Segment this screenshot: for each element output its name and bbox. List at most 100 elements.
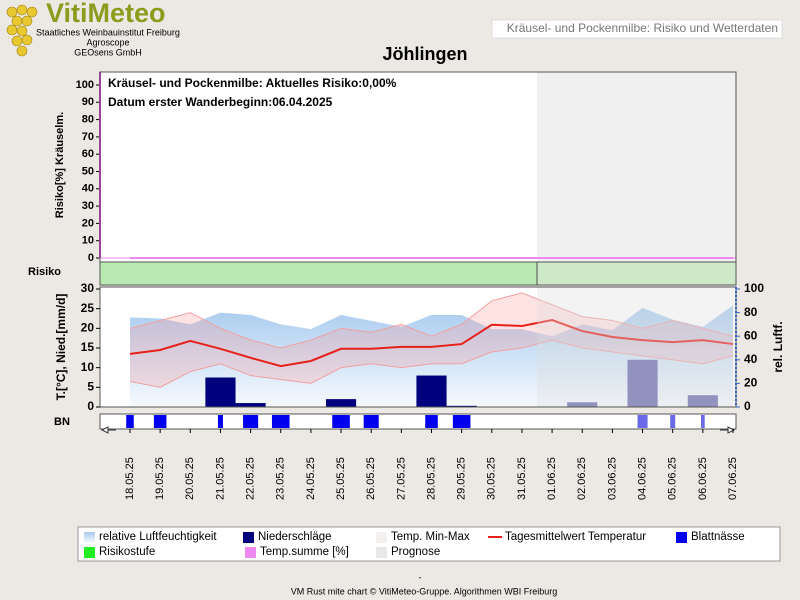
scroll-right bbox=[720, 426, 736, 434]
leaf-wetness bbox=[153, 415, 167, 428]
y-tick-label: 0 bbox=[87, 399, 94, 413]
legend-swatch bbox=[243, 532, 254, 543]
legend-label: Risikostufe bbox=[99, 546, 155, 558]
leaf-wetness bbox=[271, 415, 290, 428]
x-tick-label: 23.05.25 bbox=[275, 457, 287, 500]
y-tick-label: 15 bbox=[81, 340, 95, 354]
legend-swatch bbox=[245, 547, 256, 558]
x-tick-label: 30.05.25 bbox=[486, 457, 498, 500]
banner: Kräusel- und Pockenmilbe: Risiko und Wet… bbox=[507, 21, 778, 35]
legend-label: Tagesmittelwert Temperatur bbox=[505, 531, 646, 543]
leaf-wetness bbox=[126, 415, 134, 428]
legend-label: Temp.summe [%] bbox=[260, 546, 349, 558]
precip-bar bbox=[446, 405, 477, 407]
y-tick-label: 40 bbox=[82, 183, 94, 195]
y2-tick-label: 60 bbox=[744, 328, 758, 342]
y-tick-label: 70 bbox=[82, 131, 94, 143]
legend-box bbox=[77, 526, 781, 562]
y-tick-label: 30 bbox=[82, 200, 94, 212]
annotation: Datum erster Wanderbeginn:06.04.2025 bbox=[108, 95, 333, 109]
legend-label: Temp. Min-Max bbox=[391, 531, 470, 543]
precip-bar bbox=[687, 395, 718, 407]
precip-bar bbox=[325, 399, 357, 407]
legend-label: Niederschläge bbox=[258, 531, 332, 543]
leaf-wetness bbox=[425, 415, 438, 428]
y2-tick-label: 20 bbox=[744, 376, 758, 390]
legend-label: Blattnässe bbox=[691, 531, 745, 543]
y-axis-label: Risiko[%] Kräuselm. bbox=[54, 112, 66, 218]
institution: Staatliches Weinbauinstitut Freiburg bbox=[36, 27, 180, 37]
y-tick-label: 60 bbox=[82, 148, 94, 160]
x-tick-label: 18.05.25 bbox=[124, 457, 136, 500]
precip-bar bbox=[567, 402, 598, 407]
legend-swatch bbox=[676, 532, 687, 543]
y2-tick-label: 100 bbox=[744, 281, 764, 295]
x-tick-label: 05.06.25 bbox=[667, 457, 679, 500]
y-tick-label: 20 bbox=[82, 217, 94, 229]
x-tick-label: 06.06.25 bbox=[697, 457, 709, 500]
y-tick-label: 30 bbox=[81, 281, 95, 295]
precip-bar bbox=[627, 359, 658, 407]
legend-swatch bbox=[84, 547, 95, 558]
x-tick-label: 01.06.25 bbox=[546, 457, 558, 500]
precip-bar bbox=[235, 403, 266, 407]
y-tick-label: 10 bbox=[82, 235, 94, 247]
leaf-wetness bbox=[670, 415, 676, 428]
legend-label: relative Luftfeuchtigkeit bbox=[99, 531, 217, 543]
bn-label: BN bbox=[54, 416, 70, 428]
x-tick-label: 07.06.25 bbox=[727, 457, 739, 500]
leaf-wetness bbox=[363, 415, 379, 428]
y-tick-label: 10 bbox=[81, 360, 95, 374]
leaf-wetness bbox=[332, 415, 350, 428]
scroll-left bbox=[100, 426, 116, 434]
x-tick-label: 26.05.25 bbox=[365, 457, 377, 500]
x-tick-label: 27.05.25 bbox=[395, 457, 407, 500]
y-tick-label: 5 bbox=[87, 380, 94, 394]
y-tick-label: 80 bbox=[82, 113, 94, 125]
y2-tick-label: 0 bbox=[744, 399, 751, 413]
precip-bar bbox=[416, 375, 447, 407]
leaf-wetness bbox=[217, 415, 223, 428]
forecast-area bbox=[537, 72, 736, 262]
y2-axis-label: rel. Luftf. bbox=[771, 321, 785, 372]
leaf-wetness bbox=[243, 415, 259, 428]
y-tick-label: 0 bbox=[88, 252, 94, 264]
x-tick-label: 31.05.25 bbox=[516, 457, 528, 500]
legend-swatch bbox=[84, 532, 95, 543]
x-tick-label: 29.05.25 bbox=[456, 457, 468, 500]
footer-mark: - bbox=[419, 572, 422, 582]
x-tick-label: 03.06.25 bbox=[606, 457, 618, 500]
institution: GEOsens GmbH bbox=[74, 47, 142, 57]
band-label: Risiko bbox=[28, 266, 61, 278]
legend-swatch bbox=[376, 547, 387, 558]
leaf-wetness bbox=[452, 415, 471, 428]
y2-tick-label: 40 bbox=[744, 352, 758, 366]
risk-band-forecast bbox=[536, 261, 737, 286]
bn-row bbox=[99, 413, 737, 430]
x-tick-label: 19.05.25 bbox=[154, 457, 166, 500]
x-tick-label: 22.05.25 bbox=[245, 457, 257, 500]
annotation: Kräusel- und Pockenmilbe: Aktuelles Risi… bbox=[108, 76, 397, 90]
temp-max-line bbox=[129, 292, 734, 349]
temp-min-line bbox=[129, 339, 734, 388]
logo-grapes bbox=[6, 4, 38, 57]
risk-band bbox=[99, 261, 538, 286]
logo: VitiMeteo bbox=[46, 0, 166, 28]
legend-label: Prognose bbox=[391, 546, 440, 558]
legend-swatch bbox=[376, 532, 387, 543]
y-tick-label: 90 bbox=[82, 96, 94, 108]
chart-title: Jöhlingen bbox=[383, 44, 468, 64]
x-tick-label: 04.06.25 bbox=[636, 457, 648, 500]
x-tick-label: 21.05.25 bbox=[214, 457, 226, 500]
leaf-wetness bbox=[700, 415, 705, 428]
x-tick-label: 02.06.25 bbox=[576, 457, 588, 500]
y-tick-label: 25 bbox=[81, 301, 95, 315]
y-axis-label: T.[°C], Nied.[mm/d] bbox=[54, 294, 68, 401]
x-tick-label: 28.05.25 bbox=[425, 457, 437, 500]
precip-bar bbox=[205, 377, 236, 407]
x-tick-label: 24.05.25 bbox=[305, 457, 317, 500]
banner-box bbox=[491, 19, 783, 39]
leaf-wetness bbox=[637, 415, 648, 428]
x-tick-label: 25.05.25 bbox=[335, 457, 347, 500]
